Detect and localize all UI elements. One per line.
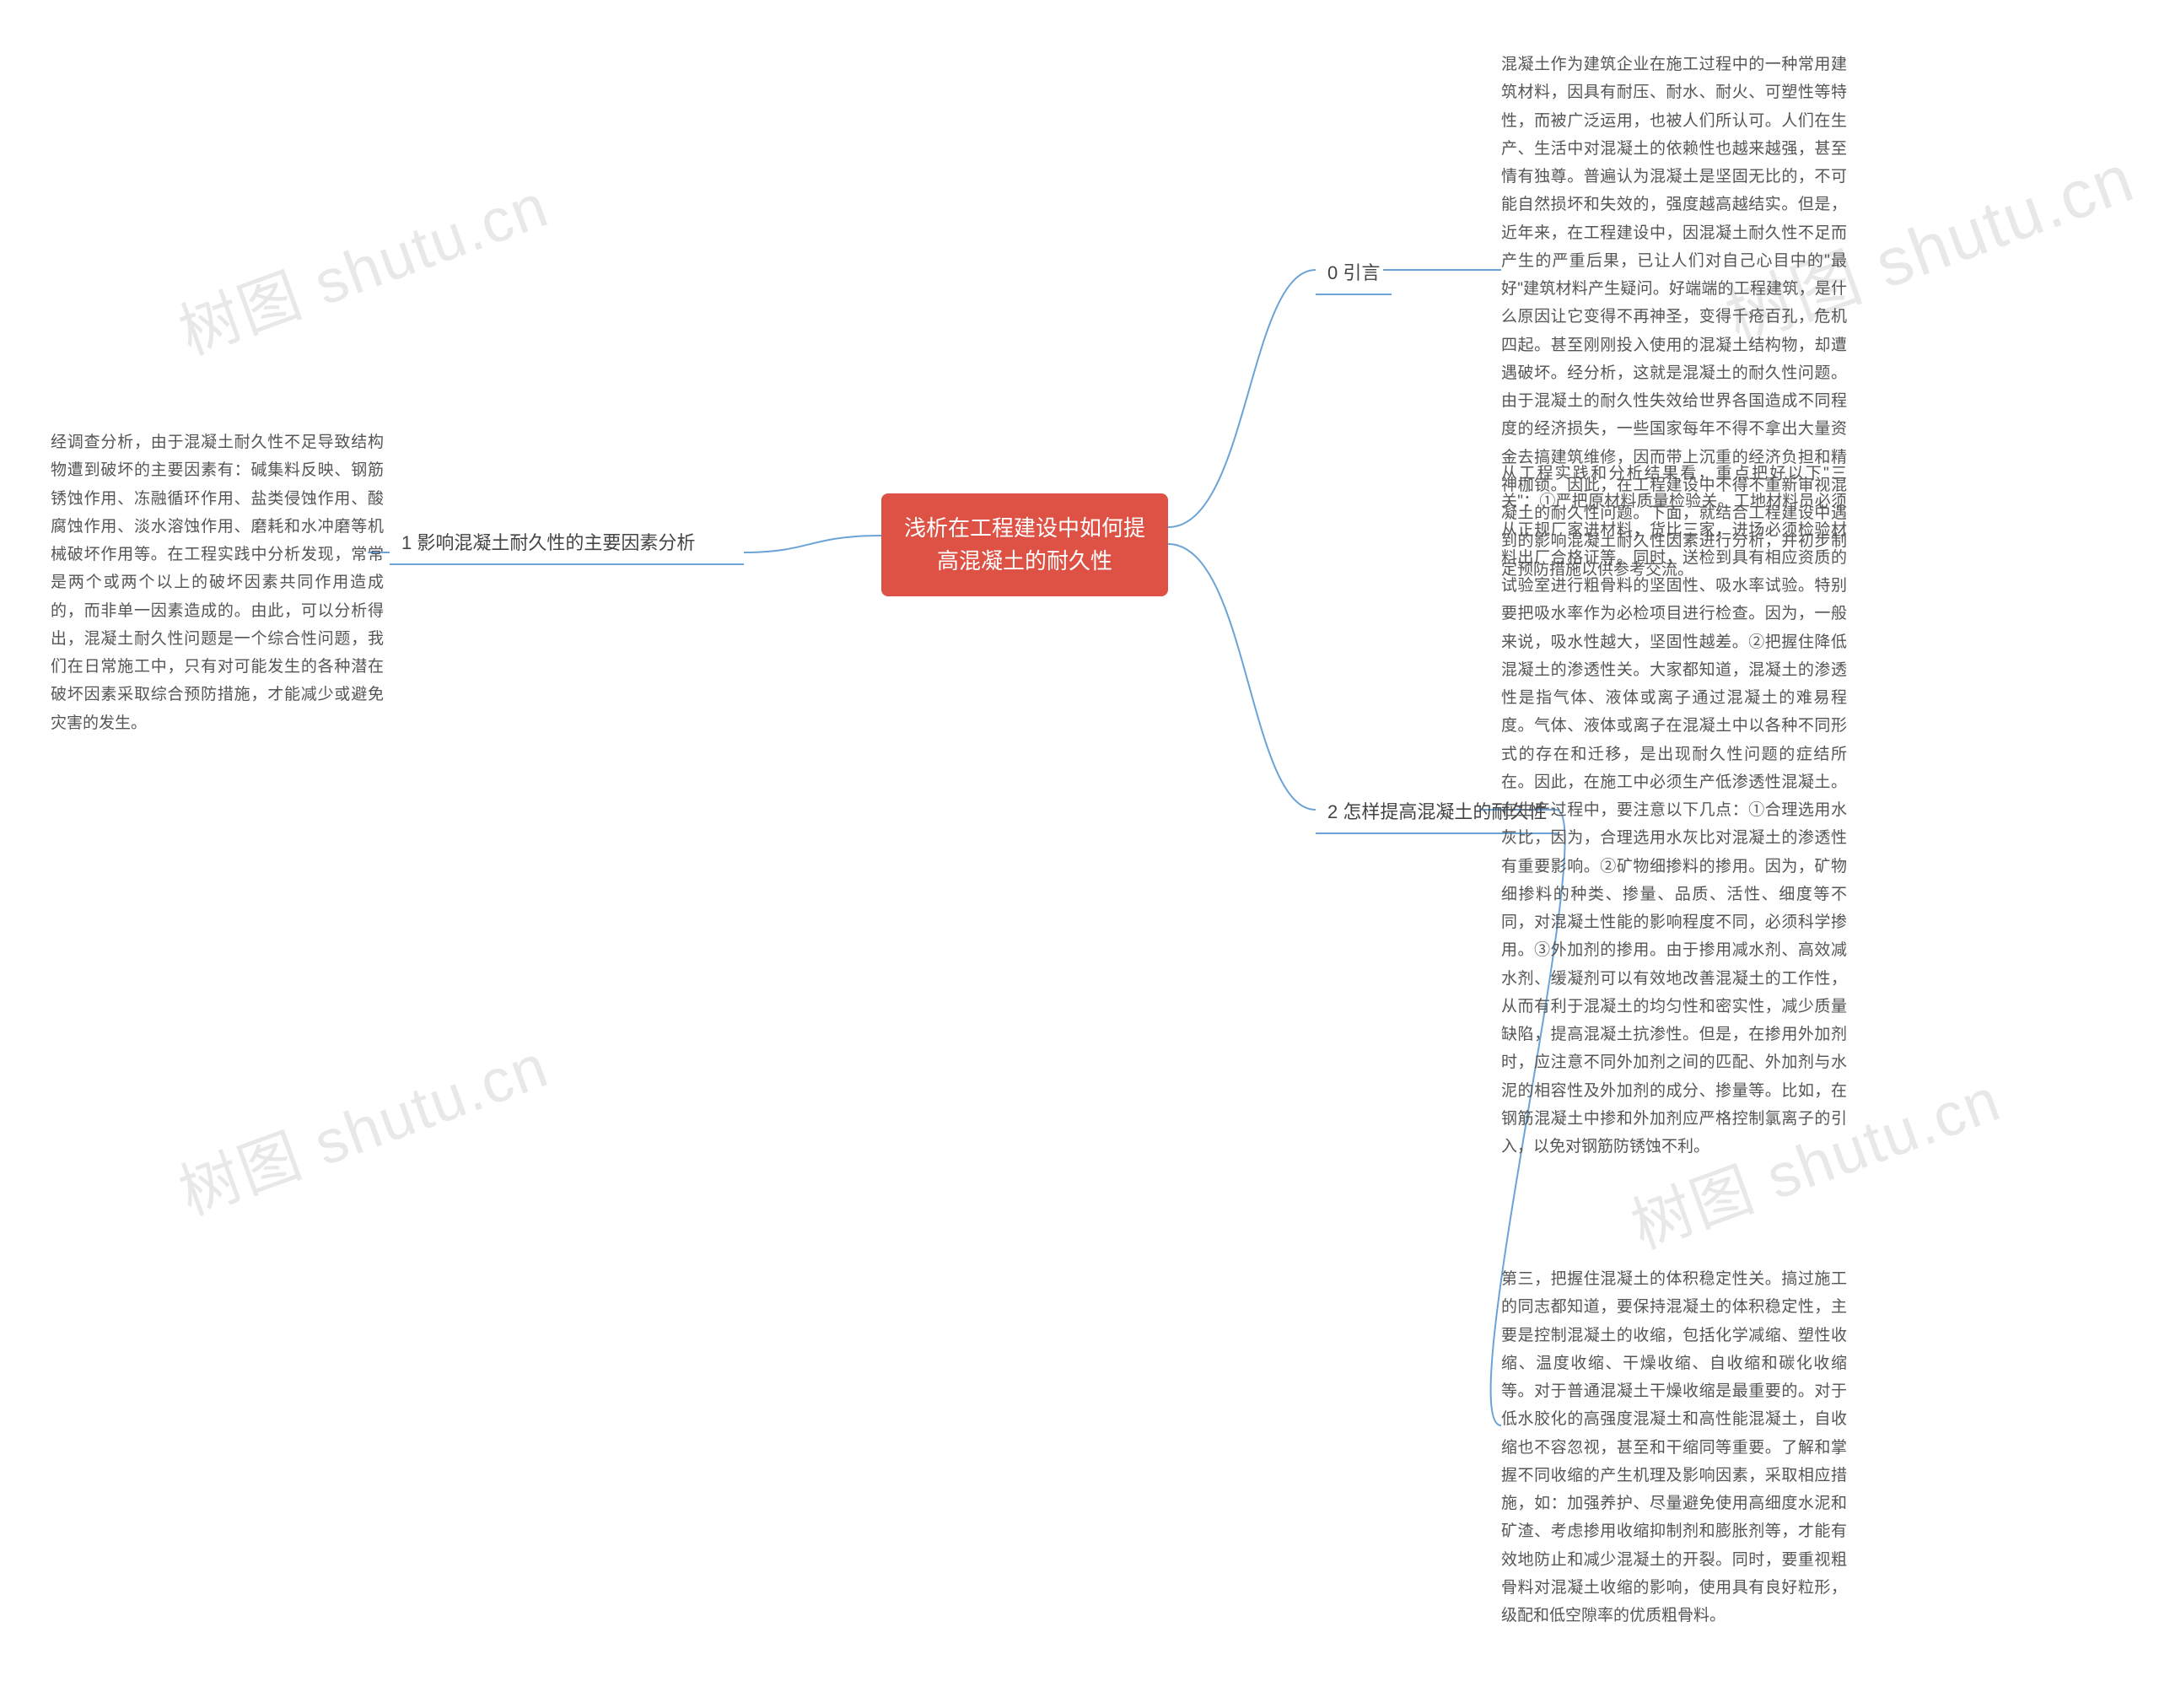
branch-factors[interactable]: 1 影响混凝土耐久性的主要因素分析: [390, 520, 744, 565]
central-topic[interactable]: 浅析在工程建设中如何提高混凝土的耐久性: [881, 493, 1168, 596]
leaf-improvement-text-2: 第三，把握住混凝土的体积稳定性关。搞过施工的同志都知道，要保持混凝土的体积稳定性…: [1501, 1265, 1847, 1630]
branch-introduction[interactable]: 0 引言: [1316, 250, 1392, 295]
watermark: 树图 shutu.cn: [165, 156, 558, 371]
watermark: 树图 shutu.cn: [165, 1016, 558, 1231]
leaf-improvement-text-1: 从工程实践和分析结果看，重点把好以下"三关"：①严把原材料质量检验关。工地材料员…: [1501, 460, 1847, 1161]
leaf-factors-text: 经调查分析，由于混凝土耐久性不足导致结构物遭到破坏的主要因素有：碱集料反映、钢筋…: [51, 428, 384, 737]
